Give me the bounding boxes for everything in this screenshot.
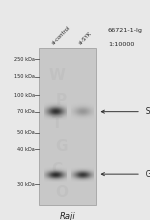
Text: 50 kDa: 50 kDa bbox=[17, 130, 34, 135]
Text: 100 kDa: 100 kDa bbox=[14, 93, 34, 98]
Text: 40 kDa: 40 kDa bbox=[17, 147, 34, 152]
Text: P: P bbox=[56, 93, 67, 108]
Text: 150 kDa: 150 kDa bbox=[14, 74, 34, 79]
Text: C: C bbox=[51, 162, 63, 177]
Text: si-SYK: si-SYK bbox=[78, 31, 93, 46]
Text: si-control: si-control bbox=[51, 26, 72, 46]
Text: 1:10000: 1:10000 bbox=[108, 42, 134, 46]
Bar bbox=[39, 48, 96, 205]
Text: GAPDH: GAPDH bbox=[101, 170, 150, 179]
Text: 70 kDa: 70 kDa bbox=[17, 109, 34, 114]
Text: Raji: Raji bbox=[60, 212, 75, 220]
Text: SYK: SYK bbox=[101, 107, 150, 116]
Text: G: G bbox=[55, 139, 68, 154]
Text: O: O bbox=[55, 185, 68, 200]
Text: T: T bbox=[52, 116, 62, 131]
Text: 250 kDa: 250 kDa bbox=[14, 57, 34, 62]
Text: 30 kDa: 30 kDa bbox=[17, 182, 34, 187]
Text: W: W bbox=[49, 68, 65, 83]
Text: 66721-1-Ig: 66721-1-Ig bbox=[108, 28, 143, 33]
